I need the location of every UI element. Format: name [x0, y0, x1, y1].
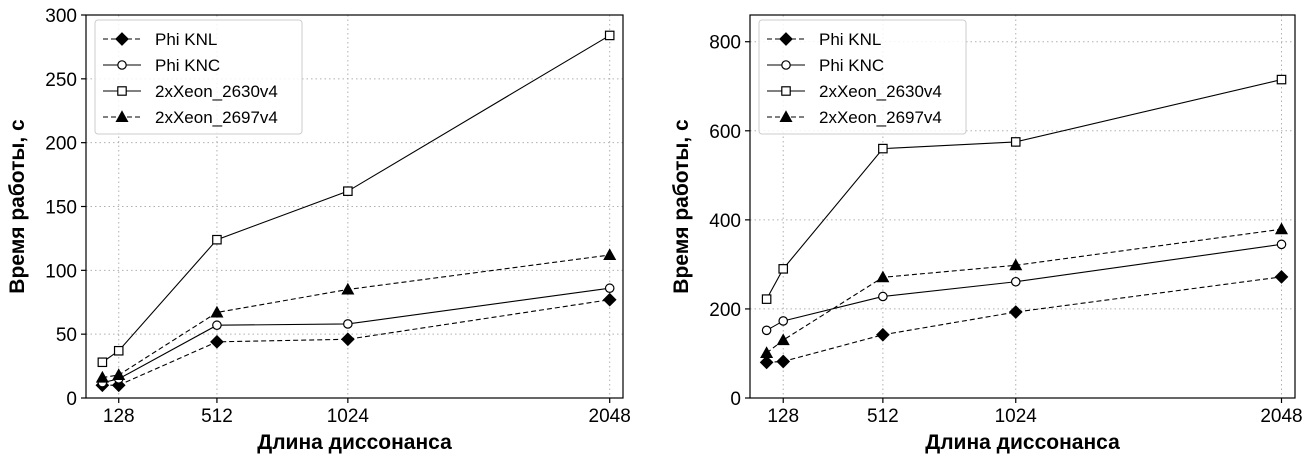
- legend-box: [94, 19, 303, 135]
- legend-marker: [117, 86, 127, 96]
- data-point: [603, 248, 617, 261]
- data-point: [341, 332, 355, 347]
- series-Phi KNL: [95, 292, 617, 393]
- y-tick-label: 300: [45, 6, 77, 27]
- data-point: [1276, 239, 1287, 250]
- legend-label: Phi KNC: [155, 56, 220, 75]
- x-tick-label: 1024: [995, 406, 1038, 427]
- legend-marker: [779, 32, 793, 46]
- data-point: [876, 270, 890, 283]
- data-point: [1009, 258, 1023, 271]
- data-point: [1010, 276, 1021, 287]
- x-axis-title: Длина диссонанса: [925, 431, 1120, 454]
- data-point: [210, 334, 224, 349]
- legend-marker: [117, 60, 127, 70]
- data-point: [341, 282, 355, 295]
- legend: Phi KNL Phi KNC 2xXeon_2630v4 2xXeon_2697v4: [758, 19, 967, 135]
- data-point: [602, 292, 617, 307]
- data-point: [760, 346, 774, 359]
- x-axis-title: Длина диссонанса: [257, 431, 452, 454]
- data-point: [878, 143, 888, 154]
- legend-marker: [115, 32, 129, 46]
- y-tick-label: 0: [730, 389, 741, 410]
- data-point: [1010, 137, 1021, 147]
- chart-panel-2: 128 512 1024 2048 0 200 400 600 800 Длина диссона…: [670, 14, 1303, 454]
- x-tick-label: 512: [867, 406, 899, 427]
- legend: Phi KNL Phi KNC 2xXeon_2630v4 2xXeon_2697v4: [94, 19, 303, 135]
- data-point: [761, 325, 772, 336]
- y-tick-label: 400: [709, 211, 741, 232]
- series-Phi KNC: [97, 283, 615, 388]
- legend-marker: [779, 110, 793, 123]
- data-point: [778, 316, 789, 326]
- data-point: [778, 264, 789, 274]
- legend-marker: [781, 86, 791, 96]
- legend-label: 2xXeon_2697v4: [819, 108, 942, 127]
- data-point: [112, 368, 126, 381]
- data-point: [1274, 270, 1289, 284]
- series-Phi KNC: [761, 239, 1287, 336]
- legend-marker: [781, 60, 791, 70]
- series-line: [102, 287, 610, 384]
- x-tick-label: 512: [201, 406, 233, 427]
- x-tick-label: 128: [767, 406, 799, 427]
- series-2xXeon_2697v4: [95, 248, 617, 383]
- legend-label: 2xXeon_2630v4: [819, 82, 942, 101]
- y-axis-title: Время работы, с: [6, 119, 29, 294]
- data-point: [210, 305, 224, 318]
- x-tick-label: 2048: [1260, 406, 1302, 427]
- legend-label: 2xXeon_2697v4: [155, 108, 278, 127]
- y-tick-label: 100: [45, 261, 77, 282]
- data-point: [604, 283, 615, 294]
- data-point: [1276, 74, 1287, 85]
- y-tick-label: 200: [709, 300, 741, 321]
- legend-label: Phi KNL: [819, 30, 881, 49]
- data-point: [776, 354, 791, 369]
- data-point: [1274, 222, 1289, 235]
- data-point: [759, 355, 774, 370]
- data-point: [97, 357, 108, 368]
- legend-marker: [115, 110, 129, 123]
- x-tick-label: 2048: [589, 406, 631, 427]
- y-tick-label: 800: [709, 33, 741, 54]
- data-point: [343, 319, 353, 329]
- x-tick-label: 128: [103, 406, 135, 427]
- legend-label: Phi KNC: [819, 56, 884, 75]
- data-point: [878, 291, 888, 302]
- y-tick-label: 150: [45, 198, 77, 219]
- y-tick-label: 200: [45, 134, 77, 155]
- data-point: [761, 294, 772, 304]
- series-2xXeon_2630v4: [761, 74, 1287, 304]
- chart-panel-1: 128 512 1024 2048 0 50 100 150 200 250 300 Длина ди…: [6, 6, 631, 454]
- series-2xXeon_2630v4: [97, 30, 615, 368]
- y-axis-title: Время работы, с: [670, 119, 693, 294]
- data-point: [876, 327, 890, 342]
- data-point: [1008, 305, 1023, 319]
- data-point: [776, 333, 790, 346]
- y-tick-label: 600: [709, 122, 741, 143]
- series-2xXeon_2697v4: [760, 222, 1289, 359]
- y-tick-label: 250: [45, 70, 77, 91]
- plot-frame: [749, 14, 1296, 399]
- data-point: [343, 186, 353, 196]
- series-line: [102, 299, 610, 386]
- legend-label: Phi KNL: [155, 30, 217, 49]
- data-point: [113, 345, 124, 356]
- data-point: [212, 320, 222, 331]
- series-line: [766, 228, 1282, 354]
- legend-box: [758, 19, 967, 135]
- data-point: [212, 234, 222, 245]
- data-point: [95, 370, 109, 383]
- y-tick-label: 50: [56, 325, 77, 346]
- legend-label: 2xXeon_2630v4: [155, 82, 278, 101]
- data-point: [604, 30, 615, 41]
- x-tick-label: 1024: [327, 406, 370, 427]
- series-Phi KNL: [759, 270, 1289, 370]
- series-line: [766, 276, 1282, 363]
- y-tick-label: 0: [66, 389, 77, 410]
